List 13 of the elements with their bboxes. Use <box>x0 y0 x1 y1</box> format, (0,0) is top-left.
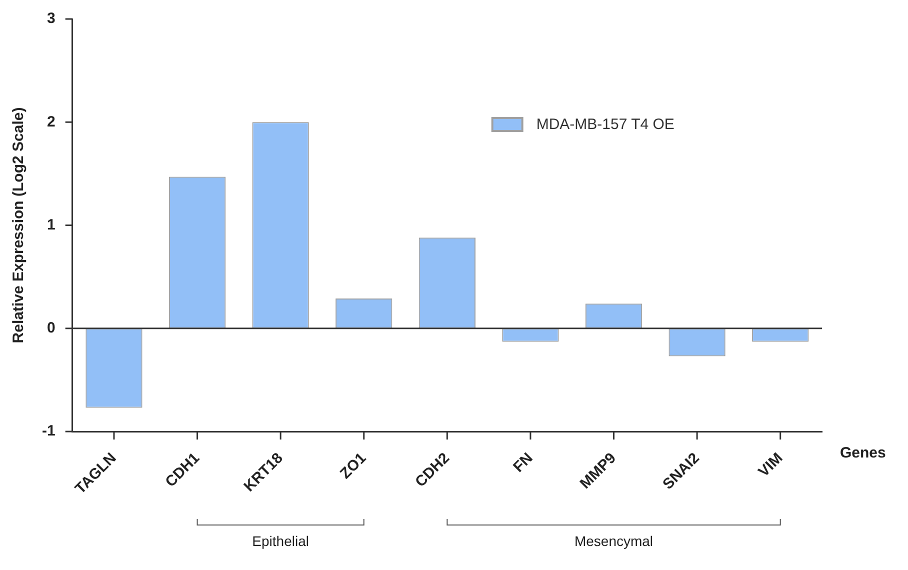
y-axis-title: Relative Expression (Log2 Scale) <box>10 107 28 344</box>
y-tick-label: 1 <box>46 216 56 234</box>
x-tick-label: FN <box>510 450 536 476</box>
x-tick-label: ZO1 <box>336 450 370 482</box>
x-axis-title: Genes <box>840 444 886 462</box>
y-tick-label: 2 <box>46 113 56 130</box>
legend-label: MDA-MB-157 T4 OE <box>536 116 674 134</box>
x-tick-label: VIM <box>755 450 786 481</box>
y-tick-label: -1 <box>42 422 56 440</box>
text: Epithelial <box>252 532 309 549</box>
y-tick-label: 0 <box>46 320 56 337</box>
y-tick-label: 3 <box>46 10 56 28</box>
text: Mesencymal <box>574 532 654 549</box>
